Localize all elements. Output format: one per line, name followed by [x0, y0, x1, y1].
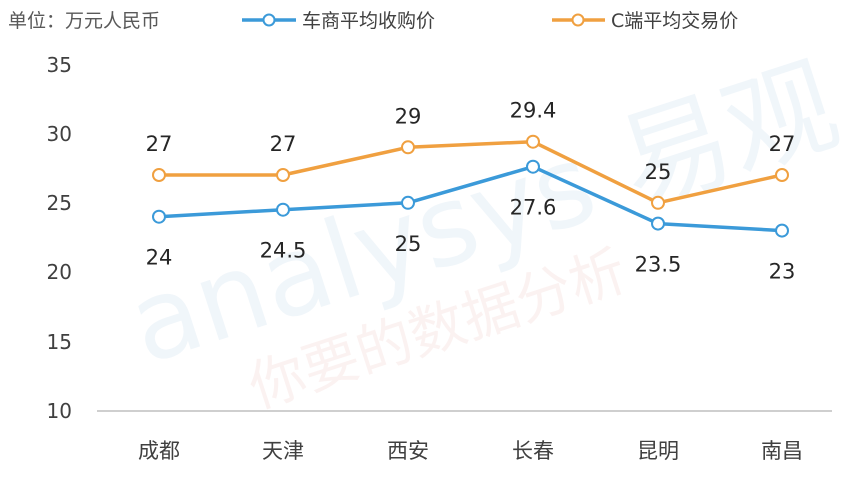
y-tick-label: 35: [47, 53, 72, 77]
data-label-series-1: 27: [270, 132, 297, 156]
watermark: analysys 易观 你要的数据分析: [114, 40, 852, 421]
data-point-series-1: [401, 140, 415, 155]
data-point-series-0: [651, 216, 665, 231]
y-tick-label: 25: [47, 191, 72, 215]
data-label-series-0: 27.6: [510, 196, 557, 220]
data-label-series-1: 27: [146, 132, 173, 156]
legend: 车商平均收购价 C端平均交易价: [242, 10, 738, 32]
x-category-label: 西安: [387, 439, 429, 463]
legend-label-series-1: C端平均交易价: [611, 10, 738, 32]
data-point-series-1: [276, 168, 290, 182]
y-tick-label: 30: [47, 122, 72, 146]
data-point-series-1: [152, 168, 166, 182]
data-label-series-1: 27: [769, 132, 796, 156]
y-tick-label: 10: [47, 399, 72, 423]
data-point-series-1: [651, 195, 665, 210]
x-category-label: 南昌: [761, 439, 803, 463]
data-label-series-0: 24: [146, 246, 173, 270]
legend-label-series-0: 车商平均收购价: [302, 10, 435, 32]
data-label-series-0: 23: [769, 260, 796, 284]
x-category-label: 成都: [138, 439, 180, 463]
data-point-series-0: [152, 209, 166, 224]
unit-label: 单位：万元人民币: [8, 10, 160, 32]
data-label-series-0: 23.5: [635, 253, 682, 277]
y-axis: 10 15 20 25 30 35: [47, 53, 72, 423]
series-line-0: [158, 164, 783, 233]
x-category-label: 长春: [512, 439, 554, 463]
data-label-series-0: 25: [395, 232, 422, 256]
series-line-1: [159, 139, 783, 205]
data-label-series-0: 24.5: [260, 239, 307, 263]
data-point-series-1: [775, 168, 789, 182]
legend-item-series-1: C端平均交易价: [552, 10, 738, 32]
y-tick-label: 15: [47, 330, 72, 354]
data-point-series-0: [401, 195, 415, 210]
y-tick-label: 20: [47, 260, 72, 284]
data-label-series-1: 25: [645, 160, 672, 184]
data-point-series-1: [526, 134, 540, 149]
legend-item-series-0: 车商平均收购价: [242, 10, 435, 32]
x-category-label: 天津: [262, 439, 304, 463]
plot-area: 27 27 29 29.4 25 27 24 24.5 25 27.6 23.5 23: [146, 99, 796, 284]
data-point-series-0: [526, 159, 540, 174]
data-label-series-1: 29: [395, 104, 422, 128]
x-category-label: 昆明: [637, 439, 679, 463]
data-point-series-0: [276, 202, 290, 217]
data-point-series-0: [775, 223, 789, 238]
x-axis: 成都 天津 西安 长春 昆明 南昌: [138, 439, 803, 463]
data-label-series-1: 29.4: [510, 99, 557, 123]
